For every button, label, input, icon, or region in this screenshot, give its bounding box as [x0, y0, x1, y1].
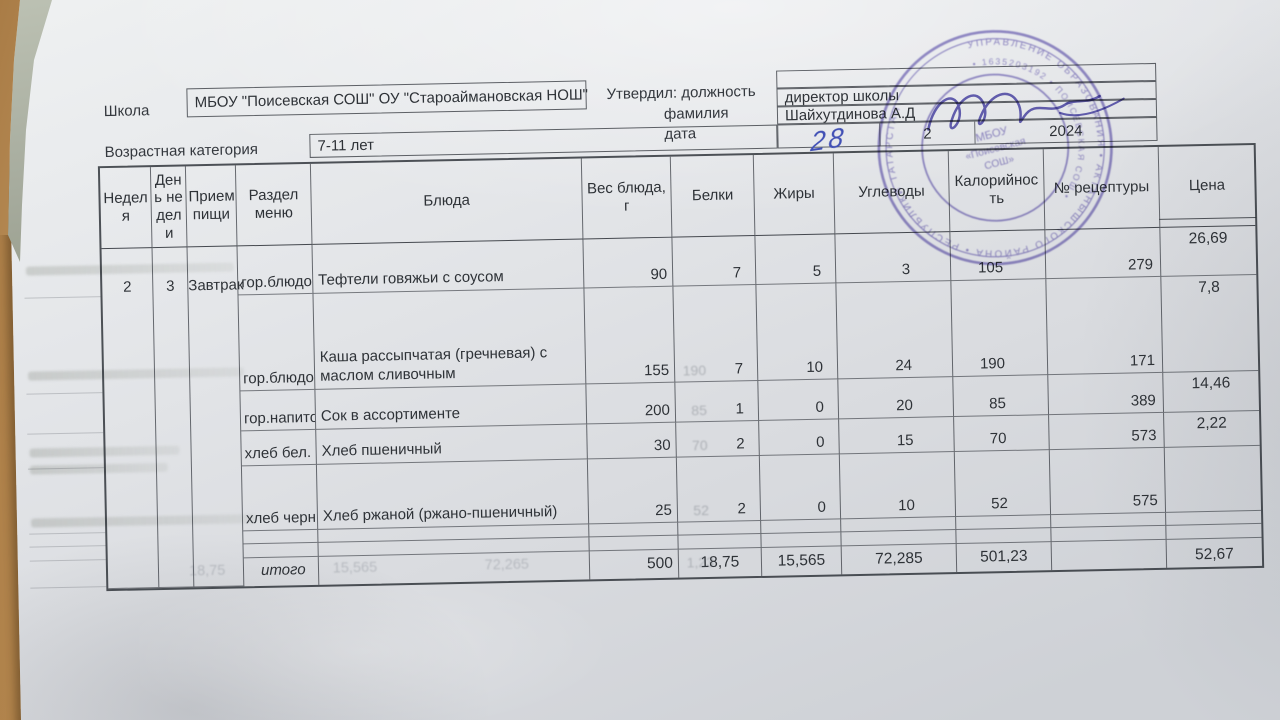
col-weight: Вес блюда, г: [581, 156, 673, 240]
calories-cell: 70: [954, 415, 1050, 453]
bleed-line: [29, 532, 106, 535]
date-day-cell: 28: [778, 121, 881, 157]
dish-cell: Тефтели говяжьи с соусом: [312, 239, 585, 294]
price-cell: 2,22: [1164, 410, 1260, 448]
protein-cell: 1: [675, 380, 760, 423]
weight-cell: 25 52: [587, 457, 709, 525]
carbs-cell: 10: [839, 452, 957, 520]
age-category-box: 7-11 лет: [309, 124, 778, 158]
total-price: 52,67: [1194, 545, 1234, 564]
meal-value: Завтрак: [187, 246, 245, 588]
price-cell: 26,69: [1160, 225, 1257, 277]
calories-cell: 52: [954, 450, 1052, 518]
col-fat: Жиры: [753, 153, 836, 237]
bleed-number: 1,23: [686, 553, 715, 571]
section-cell: гор.блюдо: [237, 244, 314, 296]
recipe-cell: 573: [1049, 412, 1165, 451]
bleed-line: [24, 296, 101, 299]
col-week: Неделя: [99, 167, 153, 250]
total-fat: 15,565: [761, 546, 843, 576]
weight-cell: 30 70: [587, 422, 708, 460]
fat-cell: 5: [755, 234, 837, 286]
price-cell: 14,46: [1163, 370, 1260, 413]
recipe-cell: 575: [1049, 447, 1167, 516]
approve-line-position: Утвердил: должность: [606, 82, 756, 105]
fat-cell: 0: [758, 379, 840, 421]
protein-cell: 2: [676, 420, 760, 458]
school-name: МБОУ "Поисевская СОШ" ОУ "Староаймановск…: [194, 86, 589, 112]
fat-cell: 10: [756, 283, 839, 381]
age-category-value: 7-11 лет: [317, 136, 375, 155]
total-recipe: [1051, 539, 1168, 571]
recipe-cell: 389: [1048, 372, 1165, 416]
weight-cell: 90: [583, 237, 674, 289]
weight-cell: 200 85: [586, 382, 707, 425]
approved-label: Утвердил:: [606, 84, 678, 103]
fat-cell: 0: [759, 454, 842, 521]
price-cell: 7,8: [1161, 274, 1259, 373]
total-carbs: 72,285: [841, 544, 958, 575]
col-weekday: День недели: [150, 166, 188, 249]
carbs-cell: 20: [838, 377, 955, 420]
total-weight: 500 1,23: [589, 549, 714, 580]
col-dishes: Блюда: [310, 158, 584, 245]
col-menu-section: Раздел меню: [235, 163, 313, 247]
weight-cell: 155 190: [584, 286, 706, 385]
section-cell: хлеб бел.: [241, 429, 317, 467]
total-calories: 501,23: [956, 542, 1053, 573]
col-price: Цена: [1158, 144, 1256, 228]
bleed-line: [27, 432, 104, 435]
signature-icon: [927, 92, 1125, 131]
school-label: Школа: [103, 102, 150, 121]
recipe-cell: 171: [1046, 276, 1164, 376]
protein-cell: 2: [676, 455, 762, 523]
dish-cell: Хлеб ржаной (ржано-пшеничный): [316, 459, 590, 530]
carbs-cell: 24: [836, 281, 954, 380]
protein-cell: 7: [673, 285, 759, 383]
calories-cell: 85: [953, 375, 1050, 418]
col-protein: Белки: [670, 155, 756, 238]
section-cell: хлеб черн.: [241, 464, 319, 532]
paper-sheen: [138, 580, 702, 720]
section-cell: гор.напиток: [240, 389, 317, 432]
price-cell: [1164, 445, 1262, 513]
dish-cell: 18,75 15,565 72,265: [189, 551, 591, 585]
section-cell: гор.блюдо: [238, 293, 316, 392]
bleed-line: [26, 392, 103, 395]
position-label: должность: [681, 82, 756, 102]
age-category-label: Возрастная категория: [104, 140, 259, 162]
bleed-line: [29, 559, 106, 562]
col-meal: Прием пищи: [185, 165, 238, 248]
school-stamp-icon: УПРАВЛЕНИЕ ОБРАЗОВАНИЯ • АКТАНЫШСКОГО РА…: [869, 22, 1121, 274]
bleed-line: [29, 545, 106, 548]
bleed-line: [30, 586, 107, 589]
document-paper: Школа МБОУ "Поисевская СОШ" ОУ "Староайм…: [6, 0, 1280, 720]
fat-cell: 0: [759, 419, 840, 456]
dish-cell: Хлеб пшеничный: [316, 424, 588, 465]
week-value: 2: [101, 248, 160, 590]
carbs-cell: 15: [839, 417, 955, 455]
protein-cell: 7: [672, 236, 757, 287]
totals-label: итого: [243, 556, 320, 587]
dish-cell: Сок в ассортименте: [315, 384, 588, 430]
calories-cell: 190: [951, 279, 1049, 378]
school-name-box: МБОУ "Поисевская СОШ" ОУ "Староаймановск…: [186, 80, 589, 118]
dish-cell: Каша рассыпчатая (гречневая) с маслом сл…: [313, 288, 587, 390]
